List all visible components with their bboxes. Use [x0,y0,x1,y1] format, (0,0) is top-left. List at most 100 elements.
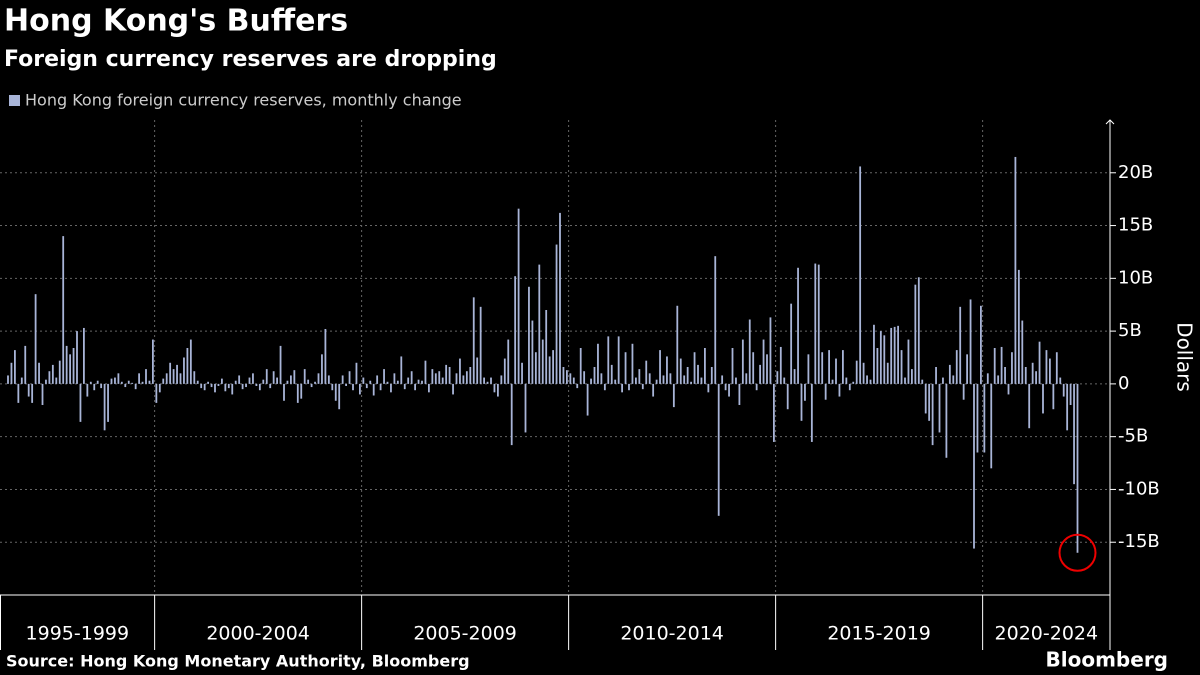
bar [507,339,510,384]
bar [510,383,513,446]
bar [51,364,54,384]
bar [465,371,468,384]
bar [569,373,572,384]
bar [579,348,582,384]
bar [728,383,730,397]
bar [117,373,120,384]
bar [769,317,772,384]
bar [497,383,499,397]
bar [521,362,523,384]
bar [1038,341,1041,384]
bar [845,377,848,384]
x-group-label: 2015-2019 [827,623,931,645]
bar [352,383,354,391]
bar [386,381,389,384]
bar [421,380,423,384]
bar [424,360,427,384]
bar [821,352,824,384]
bar [428,383,430,393]
bar [107,383,109,422]
bar [193,371,196,384]
bar [231,383,234,395]
bar [148,380,151,384]
bar [286,380,289,384]
bar [69,354,71,384]
bar [365,383,368,389]
bar [196,380,199,384]
bar [562,367,565,384]
bar [962,383,965,400]
bar [248,377,251,384]
bar [372,383,375,396]
bar [138,373,140,384]
bar [593,367,596,384]
bar [783,377,786,384]
bar [652,383,655,397]
bar [258,383,261,391]
bar [731,348,734,384]
bar [1011,352,1013,384]
bar [431,369,434,384]
bar [855,360,858,384]
bar [38,362,40,384]
bar [403,383,406,390]
bar [635,377,637,384]
bar [241,383,244,390]
bar [110,378,113,384]
bar [545,310,548,384]
bar [779,346,782,384]
bar [704,348,706,384]
bar [814,263,817,384]
bar [655,379,658,384]
bar [583,371,586,384]
bar [693,352,696,384]
bar [548,356,551,384]
bar [524,383,527,433]
bar [862,362,865,384]
bar [669,373,672,384]
bar [976,383,979,453]
x-group-label: 2020-2024 [995,623,1099,645]
bar [272,371,275,384]
bar [124,383,127,388]
bar [448,367,451,384]
bar [603,383,606,391]
bar [93,383,96,391]
y-tick-label: -5B [1118,426,1148,447]
bar [445,364,448,384]
bar [793,369,796,384]
bar [1007,383,1010,395]
bar [631,343,634,384]
bar [824,383,827,400]
bar [234,380,237,384]
bar [55,377,58,384]
bar [476,357,479,384]
bar [528,286,530,384]
bar [155,383,158,403]
bar [873,324,875,384]
bar [952,375,955,384]
bar [931,383,934,446]
bar [600,373,603,384]
bar [969,299,972,384]
bar [672,383,675,408]
bar [348,371,351,384]
bar [534,352,537,384]
bar [683,375,686,384]
bar [745,373,748,384]
bar [817,264,820,384]
bar [993,348,996,384]
bar [810,383,813,442]
bar [552,350,554,384]
bar [10,362,13,384]
bar [338,383,341,410]
bar [897,325,899,384]
bar [1062,383,1065,397]
bar [1000,346,1003,384]
bar [710,367,713,384]
bar [648,373,651,384]
bar [1069,383,1072,405]
bar [797,267,799,384]
bar [114,377,116,384]
bar [869,379,872,384]
